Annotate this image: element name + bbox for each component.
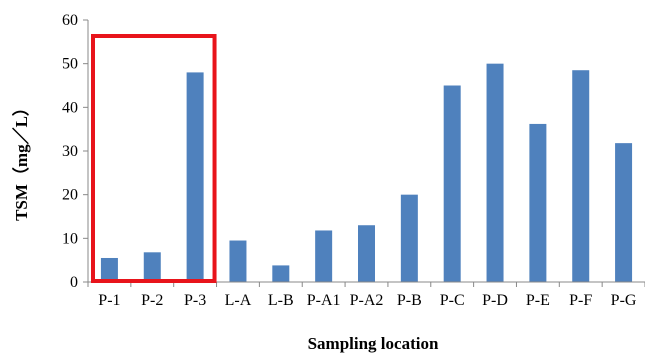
- bar: [100, 257, 118, 282]
- bar: [443, 85, 461, 282]
- x-tick-label: P-C: [440, 292, 465, 309]
- bar: [186, 72, 204, 283]
- x-tick-label: P-D: [482, 292, 508, 309]
- bars-group: [100, 63, 633, 283]
- x-tick-label: P-E: [526, 292, 550, 309]
- bar: [486, 63, 504, 282]
- bar: [572, 70, 590, 282]
- bar: [143, 252, 161, 282]
- y-tick-label: 20: [62, 187, 78, 204]
- y-axis-title: TSM（mg／L）: [11, 99, 31, 221]
- x-axis-title: Sampling location: [308, 334, 439, 353]
- y-tick-label: 40: [62, 99, 78, 116]
- x-tick-label: P-A2: [350, 292, 384, 309]
- highlight-box: [91, 34, 217, 283]
- y-tick-label: 30: [62, 143, 78, 160]
- bar: [315, 230, 333, 282]
- y-tick-label: 0: [70, 274, 78, 291]
- bar: [229, 240, 247, 282]
- x-tick-label: L-A: [225, 292, 252, 309]
- x-tick-label: P-A1: [307, 292, 341, 309]
- x-tick-label: P-F: [569, 292, 592, 309]
- y-tick-label: 10: [62, 230, 78, 247]
- x-tick-label: P-3: [184, 292, 206, 309]
- x-tick-label: P-B: [397, 292, 422, 309]
- bar: [400, 194, 418, 282]
- x-tick-label: P-G: [611, 292, 637, 309]
- bar: [272, 265, 290, 282]
- x-tick-label: L-B: [268, 292, 294, 309]
- y-tick-label: 60: [62, 12, 78, 29]
- bar: [358, 225, 375, 282]
- y-tick-group: 0 10 20 30 40 50 60: [62, 12, 88, 291]
- y-tick-label: 50: [62, 56, 78, 73]
- x-tick-label: P-2: [141, 292, 163, 309]
- bar: [615, 143, 633, 282]
- x-tick-label: P-1: [98, 292, 120, 309]
- bar: [529, 123, 547, 282]
- x-tick-group: P-1 P-2 P-3 L-A L-B P-A1 P-A2 P-B P-C P-D P-E P-F P-…: [87, 282, 645, 309]
